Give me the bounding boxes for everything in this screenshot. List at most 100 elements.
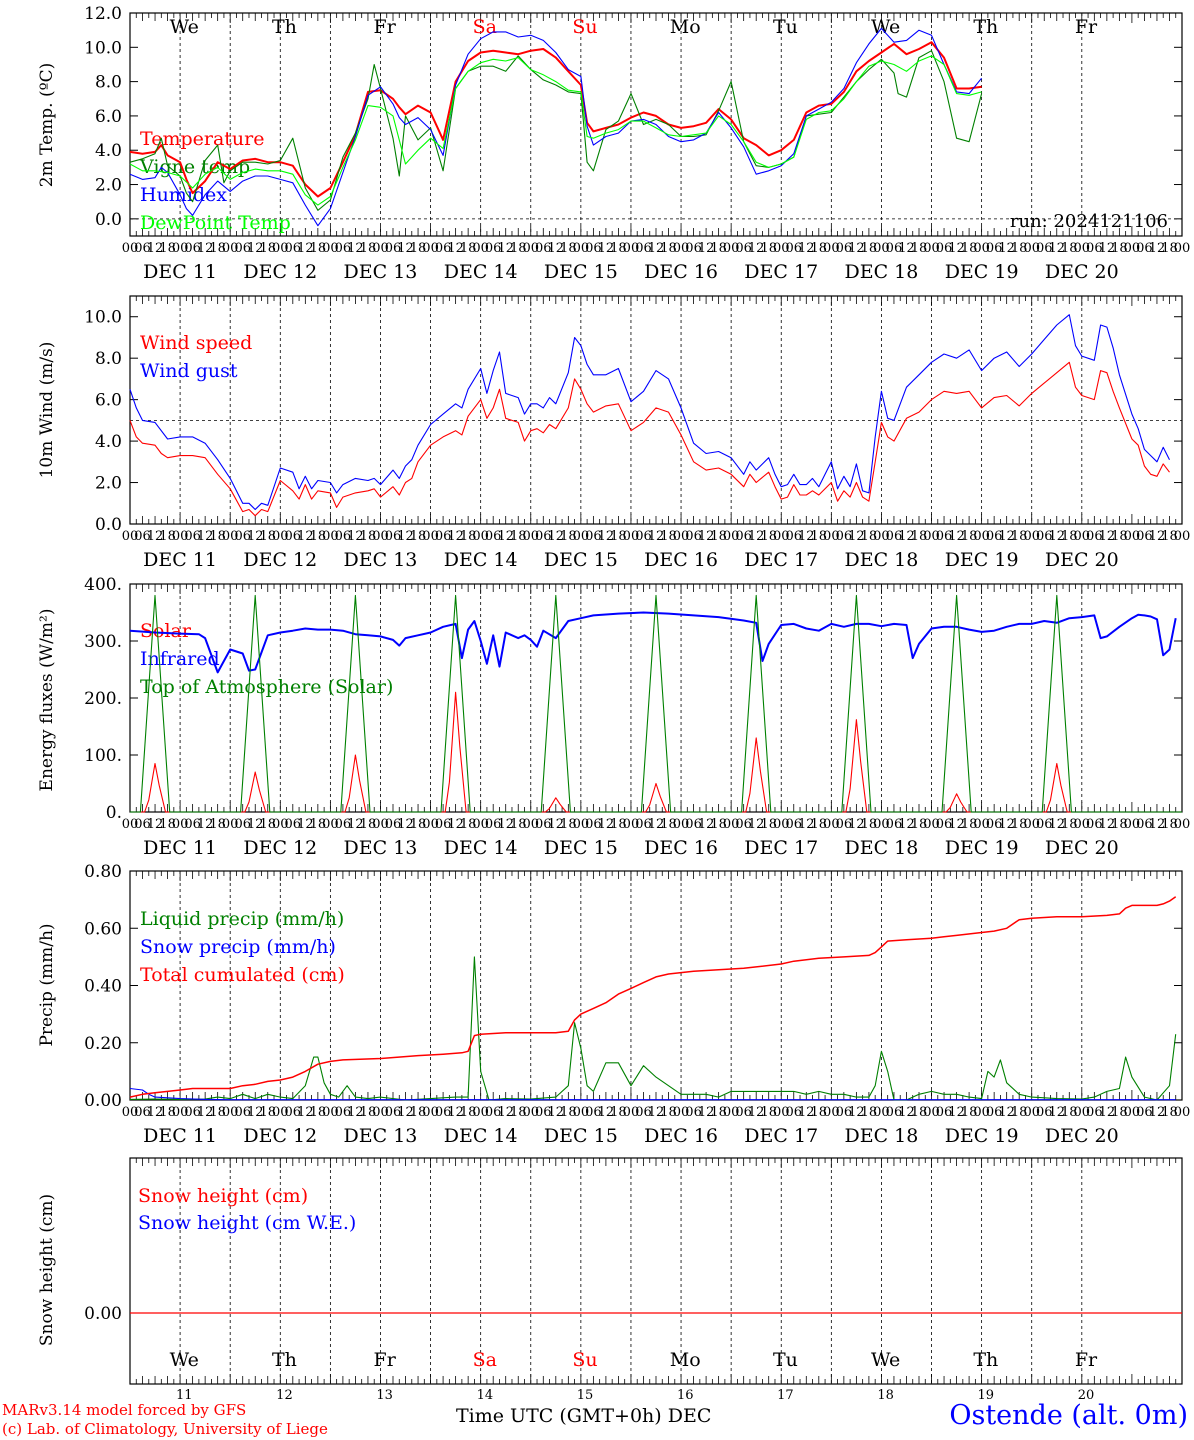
hour-tick-label: 00 [973,241,990,256]
date-label: DEC 20 [1045,549,1119,571]
hour-tick-label: 12 [648,1105,665,1120]
hour-tick-label: 06 [385,817,402,832]
hour-tick-label: 18 [1161,241,1178,256]
y-axis-label: Precip (mm/h) [37,923,57,1046]
date-label: DEC 15 [544,1125,618,1147]
hour-tick-label: 18 [360,1105,377,1120]
hour-tick-label: 00 [923,817,940,832]
y-tick-label: 0.0 [95,210,122,230]
date-label: DEC 12 [243,261,317,283]
y-tick-label: 10.0 [84,308,122,328]
hour-tick-label: 06 [184,529,201,544]
hour-tick-label: 00 [122,817,139,832]
hour-tick-label: 12 [497,1105,514,1120]
date-label: DEC 17 [744,1125,818,1147]
hour-tick-label: 18 [861,1105,878,1120]
hour-tick-label: 00 [623,529,640,544]
date-label: DEC 14 [444,1125,518,1147]
series-line-wind-gust [129,314,1170,511]
hour-tick-label: 06 [1136,1105,1153,1120]
day-name: Tu [773,16,798,38]
hour-tick-label: 06 [1086,1105,1103,1120]
series-line-wind-speed [129,361,1170,517]
hour-tick-label: 18 [510,529,527,544]
hour-tick-label: 18 [1111,241,1128,256]
hour-tick-label: 00 [673,241,690,256]
day-name: We [871,16,900,38]
hour-tick-label: 00 [923,1105,940,1120]
hour-tick-label: 00 [823,529,840,544]
hour-tick-label: 12 [1048,817,1065,832]
y-tick-label: 0.60 [84,919,122,939]
hour-tick-label: 00 [272,817,289,832]
hour-tick-label: 18 [1161,1105,1178,1120]
hour-tick-label: 06 [986,241,1003,256]
hour-tick-label: 06 [785,1105,802,1120]
day-number: 18 [877,1388,894,1403]
y-tick-label: 6.0 [95,107,122,127]
hour-tick-label: 12 [1149,1105,1166,1120]
hour-tick-label: 00 [773,817,790,832]
hour-tick-label: 12 [948,1105,965,1120]
hour-tick-label: 18 [410,241,427,256]
hour-tick-label: 00 [623,1105,640,1120]
date-label: DEC 14 [444,549,518,571]
hour-tick-label: 12 [197,241,214,256]
hour-tick-label: 06 [1036,1105,1053,1120]
hour-tick-label: 00 [823,241,840,256]
series-line-solar [130,691,1182,813]
y-tick-label: 100. [84,746,122,766]
date-label: DEC 13 [344,837,418,859]
hour-tick-label: 00 [573,1105,590,1120]
date-label: DEC 12 [243,549,317,571]
hour-tick-label: 18 [710,529,727,544]
hour-tick-label: 12 [197,1105,214,1120]
y-tick-label: 2.0 [95,176,122,196]
hour-tick-label: 00 [122,1105,139,1120]
hour-tick-label: 00 [372,529,389,544]
hour-tick-label: 18 [961,241,978,256]
hour-tick-label: 12 [948,241,965,256]
hour-tick-label: 00 [222,241,239,256]
legend-label: DewPoint Temp [140,212,291,234]
hour-tick-label: 18 [1011,529,1028,544]
hour-tick-label: 06 [585,817,602,832]
hour-tick-label: 06 [785,529,802,544]
hour-tick-label: 00 [222,817,239,832]
legend-label: Wind gust [140,360,238,382]
series-line-snow-precip-mm-h- [129,1087,1176,1101]
hour-tick-label: 12 [247,241,264,256]
y-tick-label: 0.0 [95,515,122,535]
hour-tick-label: 06 [285,817,302,832]
hour-tick-label: 12 [898,529,915,544]
hour-tick-label: 12 [898,241,915,256]
hour-tick-label: 06 [635,817,652,832]
hour-tick-label: 00 [573,817,590,832]
hour-tick-label: 18 [1111,817,1128,832]
hour-tick-label: 12 [748,529,765,544]
hour-tick-label: 06 [435,1105,452,1120]
lab-credit: (c) Lab. of Climatology, University of L… [2,1420,328,1438]
hour-tick-label: 06 [234,241,251,256]
hour-tick-label: 06 [986,529,1003,544]
hour-tick-label: 06 [735,1105,752,1120]
date-label: DEC 11 [143,261,217,283]
hour-tick-label: 18 [1161,817,1178,832]
hour-tick-label: 18 [310,241,327,256]
hour-tick-label: 06 [1036,241,1053,256]
hour-tick-label: 18 [760,817,777,832]
legend-label: Temperature [140,128,264,150]
date-label: DEC 13 [344,549,418,571]
hour-tick-label: 12 [1099,1105,1116,1120]
hour-tick-label: 18 [1061,529,1078,544]
date-label: DEC 11 [143,1125,217,1147]
hour-tick-label: 18 [911,1105,928,1120]
date-label: DEC 20 [1045,261,1119,283]
hour-tick-label: 00 [1124,817,1141,832]
hour-tick-label: 18 [660,1105,677,1120]
hour-tick-label: 06 [335,529,352,544]
hour-tick-label: 12 [648,529,665,544]
hour-tick-label: 06 [234,1105,251,1120]
hour-tick-label: 12 [397,241,414,256]
hour-tick-label: 00 [1174,1105,1191,1120]
